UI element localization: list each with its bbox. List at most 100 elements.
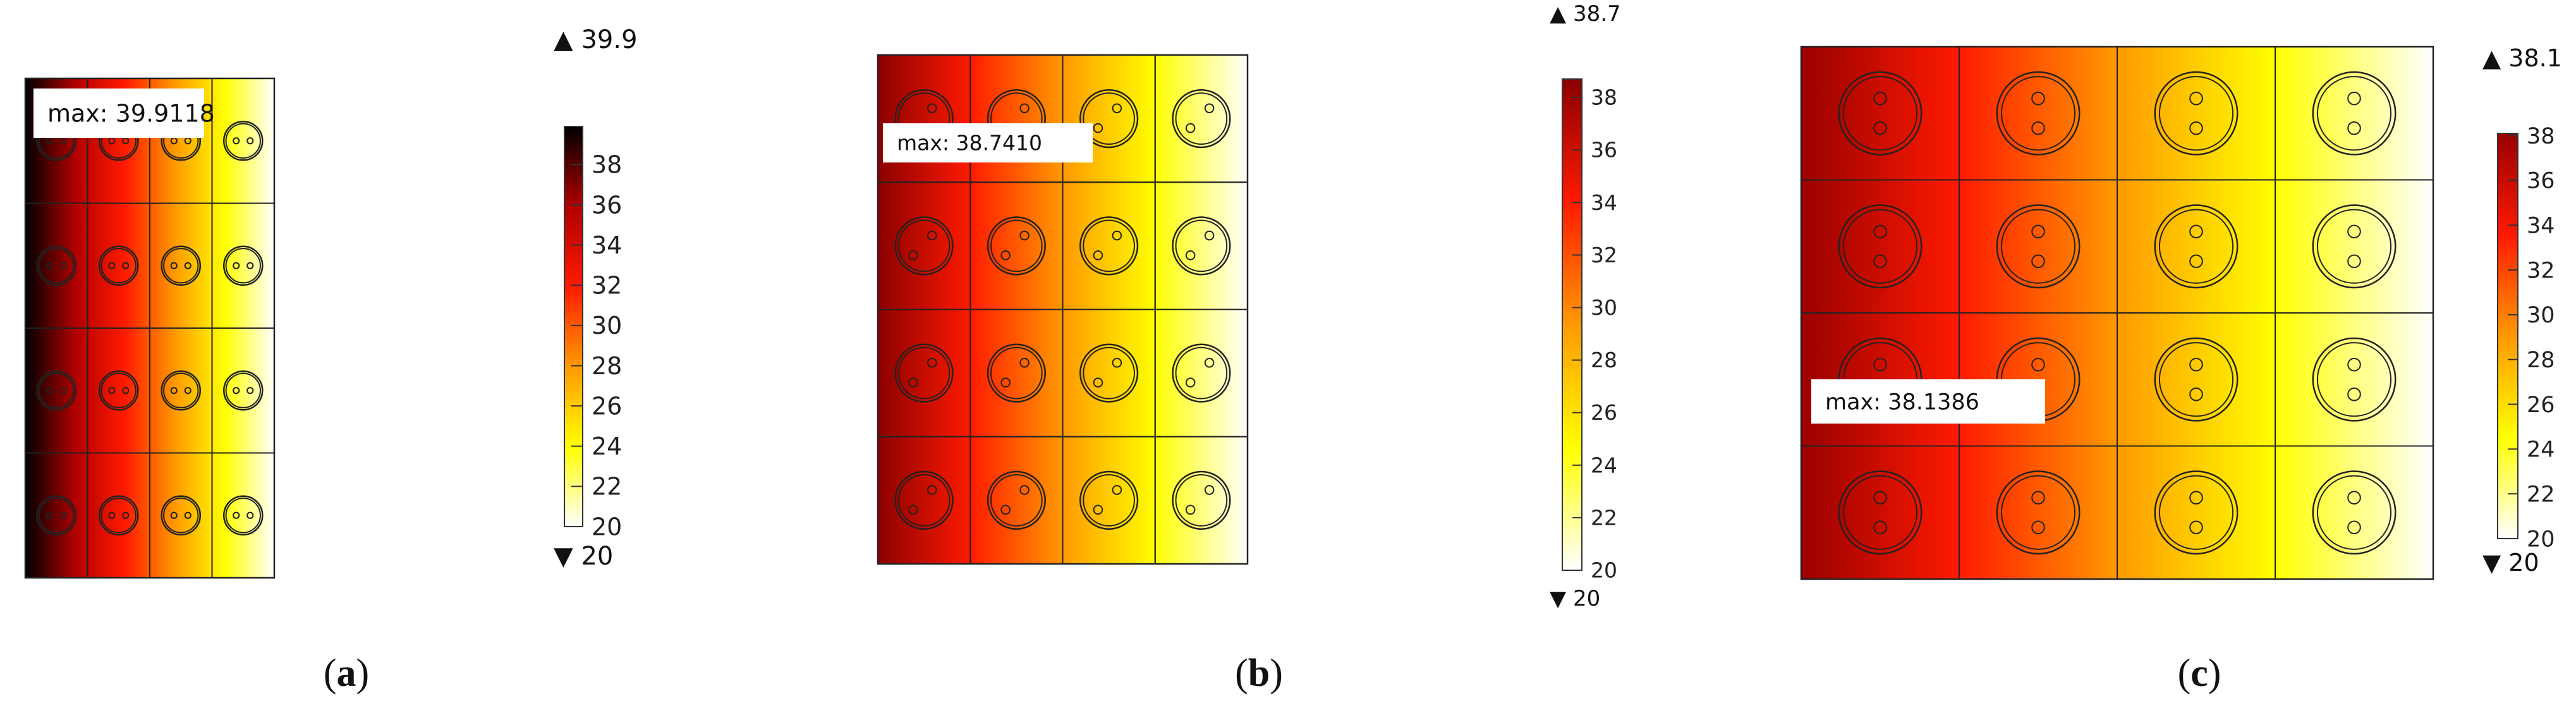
hole xyxy=(1873,520,1887,535)
hole xyxy=(246,387,254,394)
colorbar-tick-label: 24 xyxy=(2527,437,2555,463)
inner-ring xyxy=(897,474,951,527)
outer-ring xyxy=(2154,71,2239,156)
colorbar-tick-label: 24 xyxy=(592,432,622,460)
panel-b: max: 38.7410 20 22 24 26 28 30 32 34 36 38 ▲ 38.7 ▼ … xyxy=(877,1,1621,695)
inner-ring xyxy=(1083,92,1135,145)
colorbar xyxy=(2497,133,2518,539)
hole xyxy=(246,262,254,269)
colorbar-tick-label: 22 xyxy=(592,473,622,501)
hole xyxy=(1019,485,1030,495)
colorbar-min-marker: ▼ 20 xyxy=(2482,549,2539,577)
hole xyxy=(108,262,116,269)
hole xyxy=(1204,358,1215,368)
outer-ring xyxy=(987,470,1046,530)
hole xyxy=(2031,224,2045,239)
outer-ring xyxy=(2154,337,2239,422)
hole xyxy=(184,387,191,394)
colorbar-max-marker: ▲ 38.7 xyxy=(1550,1,1621,27)
colorbar-tick-label: 38 xyxy=(592,151,622,179)
outer-ring xyxy=(1996,71,2081,156)
outer-ring xyxy=(98,245,139,286)
hole xyxy=(46,511,53,519)
outer-ring xyxy=(987,343,1046,403)
inner-ring xyxy=(1175,346,1228,400)
colorbar-tick-label: 30 xyxy=(592,312,622,339)
outer-ring xyxy=(98,495,139,536)
hole xyxy=(927,485,937,495)
hole xyxy=(2347,520,2361,535)
hole xyxy=(1873,91,1887,106)
inner-ring xyxy=(1083,219,1135,272)
hole xyxy=(122,137,130,145)
hole xyxy=(122,262,130,269)
outer-ring xyxy=(1838,470,1923,555)
hole xyxy=(184,262,191,269)
hole xyxy=(2347,91,2361,106)
colorbar-tick-label: 22 xyxy=(2527,482,2555,507)
hole xyxy=(1000,504,1011,515)
colorbar-tick-label: 34 xyxy=(592,231,622,259)
hole xyxy=(927,230,937,241)
max-annotation: max: 38.1386 xyxy=(1825,389,1979,415)
outer-ring xyxy=(222,495,264,536)
hole xyxy=(927,103,937,114)
hole xyxy=(1000,377,1011,388)
outer-ring xyxy=(1172,343,1231,403)
colorbar-tick-label: 38 xyxy=(1591,85,1617,110)
panel-label: (c) xyxy=(2178,652,2221,695)
inner-ring xyxy=(1842,76,1918,151)
hole xyxy=(170,511,178,519)
colorbar-tick-label: 32 xyxy=(1591,243,1617,267)
hole xyxy=(1204,485,1215,495)
inner-ring xyxy=(2000,475,2076,550)
inner-ring xyxy=(990,474,1043,527)
hole xyxy=(46,262,53,269)
hole xyxy=(233,262,240,269)
hole xyxy=(2031,491,2045,505)
inner-ring xyxy=(225,498,261,534)
hole xyxy=(1873,357,1887,372)
inner-ring xyxy=(1842,209,1918,284)
outer-ring xyxy=(2312,71,2397,156)
hole xyxy=(233,387,240,394)
outer-ring xyxy=(36,370,77,411)
inner-ring xyxy=(2000,209,2076,284)
colorbar-max-marker: ▲ 39.9 xyxy=(554,25,638,54)
colorbar-tick-label: 36 xyxy=(592,191,622,219)
inner-ring xyxy=(897,219,951,272)
hole xyxy=(1185,377,1196,388)
inner-ring xyxy=(1175,219,1228,272)
inner-ring xyxy=(2316,76,2392,151)
colorbar-tick-label: 30 xyxy=(1591,295,1617,320)
colorbar-tick-label: 20 xyxy=(2527,527,2555,552)
outer-ring xyxy=(1996,470,2081,555)
hole xyxy=(908,504,918,515)
hole xyxy=(59,137,67,145)
outer-ring xyxy=(36,245,77,286)
hole xyxy=(2031,357,2045,372)
inner-ring xyxy=(163,248,199,284)
hole xyxy=(108,387,116,394)
inner-ring xyxy=(1842,475,1918,550)
colorbar-tick-label: 26 xyxy=(1591,400,1617,425)
hole xyxy=(1185,250,1196,260)
hole xyxy=(108,137,116,145)
hole xyxy=(1185,504,1196,515)
hole xyxy=(170,387,178,394)
colorbar-tick-label: 28 xyxy=(2527,348,2555,373)
hole xyxy=(233,137,240,145)
outer-ring xyxy=(2312,470,2397,555)
hole xyxy=(170,262,178,269)
hole xyxy=(908,377,918,388)
hole xyxy=(2031,91,2045,106)
inner-ring xyxy=(1175,474,1228,527)
heatmap-border xyxy=(877,54,1249,565)
hole xyxy=(2347,224,2361,239)
outer-ring xyxy=(1172,89,1231,149)
outer-ring xyxy=(1079,470,1139,530)
hole xyxy=(170,137,178,145)
panel-c: max: 38.1386 20 22 24 26 28 30 32 34 36 38 ▲ 38.1 ▼ … xyxy=(1800,44,2562,695)
inner-ring xyxy=(39,248,75,284)
outer-ring xyxy=(1172,216,1231,276)
